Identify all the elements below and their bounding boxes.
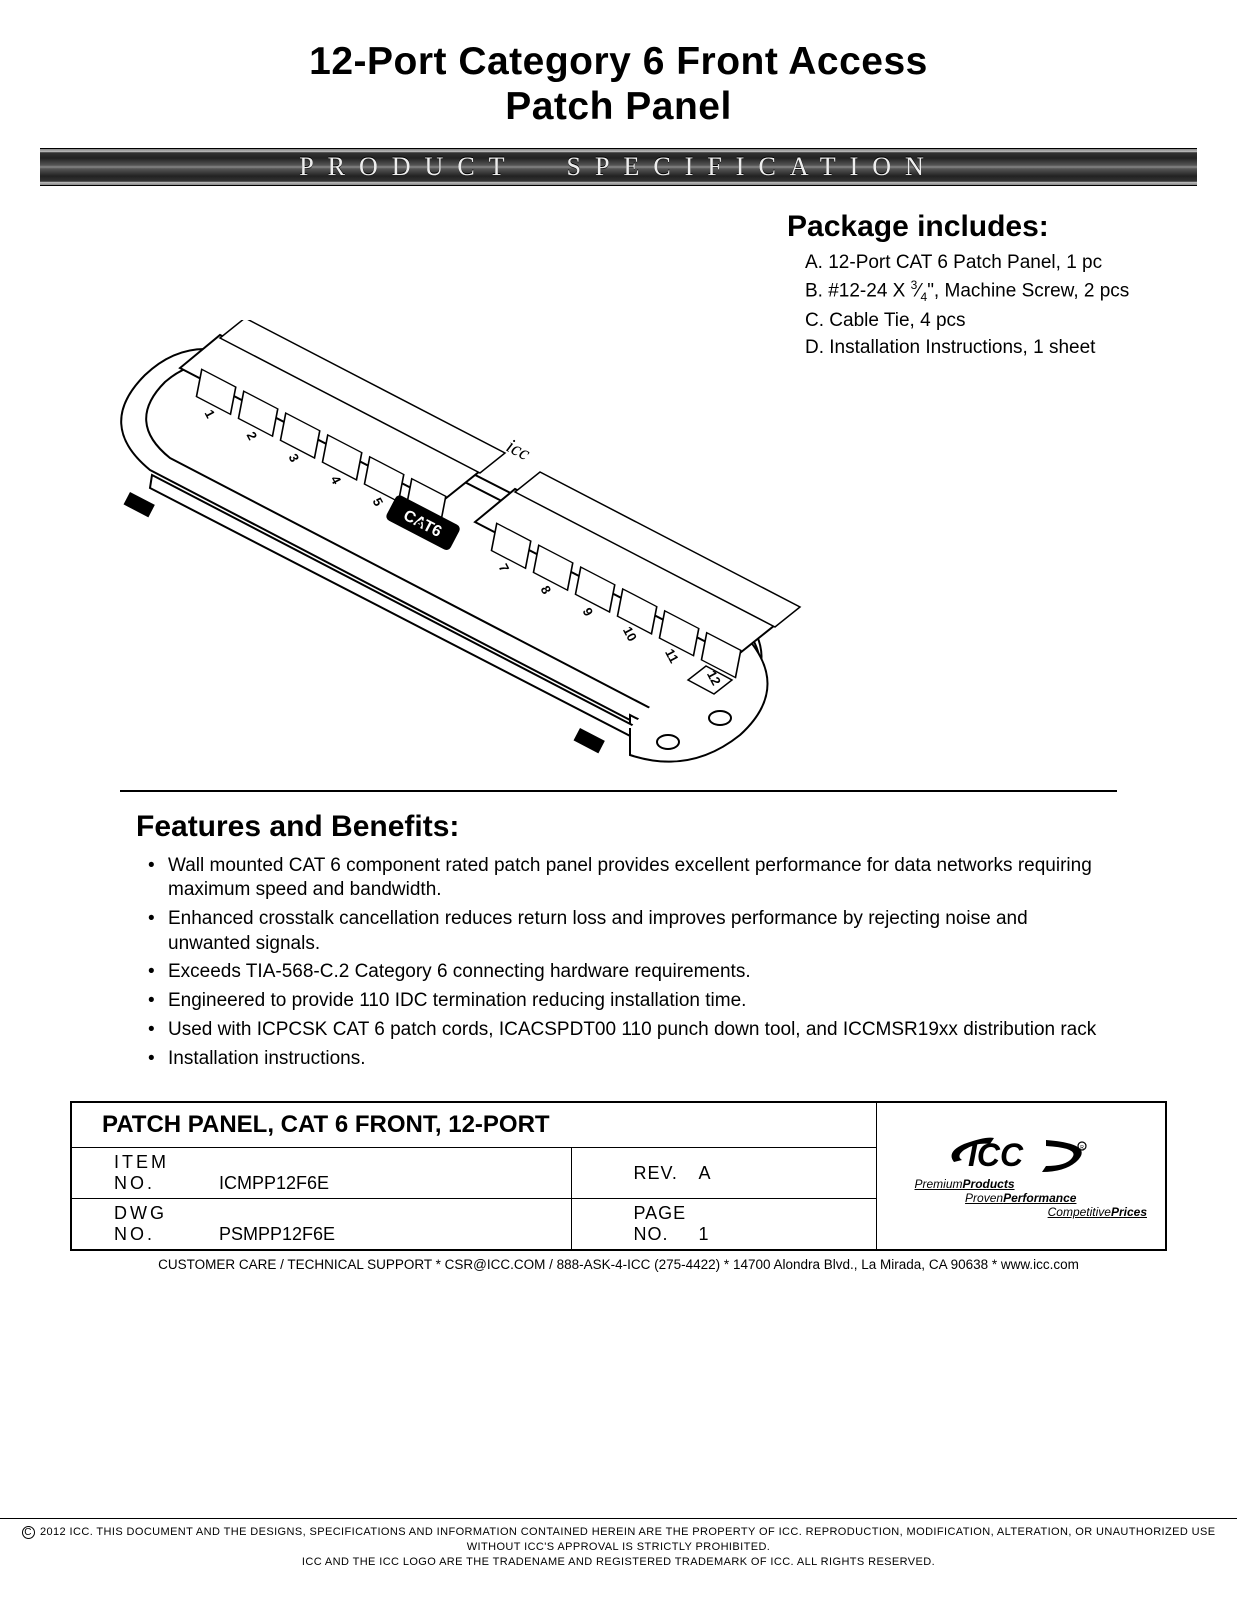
product-illustration: CAT6 1 2 3 4 5 6 xyxy=(40,210,777,750)
package-item: D. Installation Instructions, 1 sheet xyxy=(805,335,1197,361)
feature-item: Wall mounted CAT 6 component rated patch… xyxy=(166,854,1097,903)
package-item: B. #12-24 X 3⁄4", Machine Screw, 2 pcs xyxy=(805,277,1197,305)
footer: C 2012 ICC. This document and the design… xyxy=(0,1518,1237,1570)
patch-panel-drawing: CAT6 1 2 3 4 5 6 xyxy=(80,320,820,780)
feature-item: Engineered to provide 110 IDC terminatio… xyxy=(166,989,1097,1014)
logo-cell: ICC R PremiumProducts ProvenPerformance … xyxy=(876,1102,1166,1250)
svg-text:R: R xyxy=(1080,1145,1084,1151)
package-item: C. Cable Tie, 4 pcs xyxy=(805,308,1197,334)
banner-word-2: SPECIFICATION xyxy=(567,152,938,182)
copyright-icon: C xyxy=(22,1526,35,1539)
banner-word-1: PRODUCT xyxy=(299,152,518,182)
footer-year: 2012 xyxy=(40,1526,66,1538)
info-table: PATCH PANEL, CAT 6 FRONT, 12-PORT ICC R … xyxy=(70,1101,1167,1272)
features-heading: Features and Benefits: xyxy=(136,810,1097,844)
slogan-text: ProvenPerformance xyxy=(965,1191,1076,1205)
contact-line: CUSTOMER CARE / TECHNICAL SUPPORT * CSR@… xyxy=(70,1257,1167,1272)
svg-text:icc: icc xyxy=(503,435,534,465)
package-item: A. 12-Port CAT 6 Patch Panel, 1 pc xyxy=(805,250,1197,276)
product-name-cell: PATCH PANEL, CAT 6 FRONT, 12-PORT xyxy=(71,1102,876,1148)
slogan-text: PremiumProducts xyxy=(915,1177,1015,1191)
item-no-cell: ITEM NO. ICMPP12F6E xyxy=(71,1148,571,1199)
page-title: 12-Port Category 6 Front Access Patch Pa… xyxy=(40,40,1197,130)
features-section: Features and Benefits: Wall mounted CAT … xyxy=(40,810,1197,1072)
slogan-text: CompetitivePrices xyxy=(1048,1205,1147,1219)
footer-line-1: ICC. This document and the designs, spec… xyxy=(70,1526,1216,1553)
package-heading: Package includes: xyxy=(787,210,1197,244)
icc-logo-icon: ICC R xyxy=(946,1132,1096,1176)
dwg-no-cell: DWG NO. PSMPP12F6E xyxy=(71,1199,571,1251)
feature-item: Exceeds TIA-568-C.2 Category 6 connectin… xyxy=(166,960,1097,985)
title-line-1: 12-Port Category 6 Front Access xyxy=(40,40,1197,85)
package-includes: Package includes: A. 12-Port CAT 6 Patch… xyxy=(777,210,1197,750)
svg-text:ICC: ICC xyxy=(968,1137,1024,1173)
feature-item: Installation instructions. xyxy=(166,1047,1097,1072)
feature-item: Enhanced crosstalk cancellation reduces … xyxy=(166,907,1097,956)
spec-banner: PRODUCT SPECIFICATION xyxy=(40,148,1197,186)
feature-item: Used with ICPCSK CAT 6 patch cords, ICAC… xyxy=(166,1018,1097,1043)
footer-line-2: ICC and the ICC logo are the tradename a… xyxy=(302,1556,935,1568)
title-line-2: Patch Panel xyxy=(40,85,1197,130)
rev-cell: REV. A xyxy=(571,1148,876,1199)
section-divider xyxy=(120,790,1117,792)
page-no-cell: PAGE NO. 1 xyxy=(571,1199,876,1251)
